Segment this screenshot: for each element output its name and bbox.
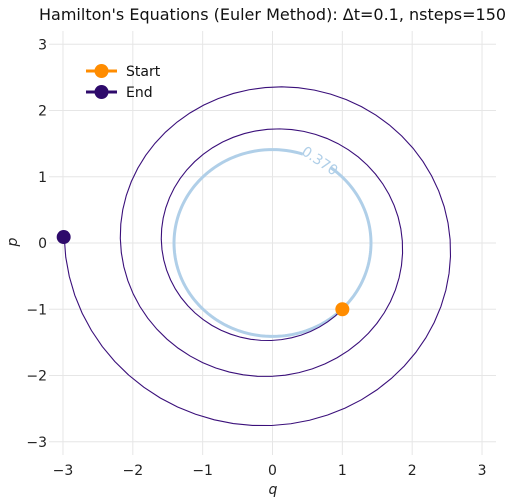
legend-label: Start <box>126 64 161 80</box>
markers <box>56 230 350 317</box>
grid <box>49 31 496 455</box>
trajectory-line <box>63 86 452 427</box>
x-tick-label: −1 <box>192 463 213 479</box>
y-tick-label: 3 <box>38 37 47 53</box>
legend-swatch-marker <box>94 64 109 78</box>
chart-title: Hamilton's Equations (Euler Method): Δt=… <box>39 5 506 24</box>
y-tick-labels: −3 −2 −1 0 1 2 3 <box>26 37 47 451</box>
y-axis-label: p <box>5 237 21 247</box>
x-tick-label: −2 <box>122 463 143 479</box>
legend: Start End <box>86 64 161 101</box>
y-tick-label: −1 <box>26 302 47 318</box>
y-tick-label: −3 <box>26 435 47 451</box>
x-tick-label: 3 <box>478 463 487 479</box>
x-tick-label: 2 <box>408 463 417 479</box>
legend-label: End <box>126 85 153 101</box>
y-tick-label: 0 <box>38 236 47 252</box>
end-marker <box>56 230 71 245</box>
y-tick-label: 2 <box>38 104 47 120</box>
contour-label: 0.370 <box>298 144 340 180</box>
y-tick-label: −2 <box>26 369 47 385</box>
x-tick-labels: −3 −2 −1 0 1 2 3 <box>53 463 487 479</box>
x-tick-label: 0 <box>268 463 277 479</box>
x-axis-label: q <box>269 482 278 498</box>
y-tick-label: 1 <box>38 170 47 186</box>
x-tick-label: −3 <box>53 463 74 479</box>
legend-item-start: Start <box>86 64 161 80</box>
legend-swatch-marker <box>94 85 109 99</box>
start-marker <box>335 302 350 317</box>
x-tick-label: 1 <box>338 463 347 479</box>
contour-line <box>172 148 373 338</box>
legend-item-end: End <box>86 85 153 101</box>
